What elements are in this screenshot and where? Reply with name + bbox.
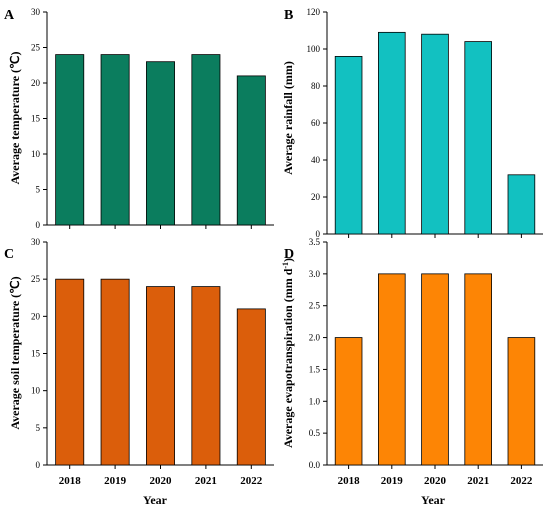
panel-c-bar	[236, 308, 266, 466]
panel-a-ytick-label: 30	[31, 7, 41, 17]
panel-c-xlabel: Year	[143, 493, 168, 507]
panel-a-bar	[55, 54, 85, 226]
panel-d-ytick-label: 1.0	[309, 396, 321, 406]
panel-d-ylabel-sup: -1	[281, 262, 290, 269]
panel-d-xtick-label: 2020	[424, 475, 447, 487]
panel-d-bar	[507, 337, 536, 466]
panel-a-ytick-label: 20	[31, 78, 41, 88]
panel-c-bar	[55, 278, 85, 466]
panel-b-ytick-label: 100	[307, 44, 321, 54]
panel-c: C Average soil temperature (℃) Year 0 5 10…	[4, 237, 274, 507]
panel-d-label: D	[284, 247, 294, 262]
panel-c-ytick-label: 20	[31, 311, 41, 321]
panel-d-bar	[464, 273, 492, 466]
panel-b-bar	[421, 33, 449, 235]
panel-c-ytick-label: 10	[31, 386, 41, 396]
panel-d-xlabel: Year	[421, 493, 446, 507]
panel-c-xtick-label: 2022	[240, 475, 263, 487]
panel-b-ytick-label: 120	[307, 7, 321, 17]
panel-b-bar	[378, 31, 406, 235]
panel-d-ylabel: Average evapotranspiration (mm d-1)	[281, 258, 296, 448]
panel-a-ytick-label: 25	[31, 43, 41, 53]
panel-c-ylabel: Average soil temperature (℃)	[8, 276, 22, 429]
panel-d-xtick-label: 2021	[467, 475, 489, 487]
panel-b-ytick-label: 60	[311, 118, 321, 128]
panel-c-ytick-label: 0	[36, 460, 41, 470]
panel-a-ytick-label: 10	[31, 149, 41, 159]
panel-c-bar	[191, 286, 221, 466]
panel-a-ytick-label: 15	[31, 114, 41, 124]
panel-a-bar	[236, 75, 266, 226]
panel-d-ytick-label: 0.5	[309, 428, 321, 438]
panel-d-ytick-label: 3.5	[309, 237, 321, 247]
panel-b: B Average rainfall (mm) 0 20 40 60 80 100 120	[281, 7, 543, 239]
panel-c-xtick-label: 2019	[104, 475, 127, 487]
panel-b-bar	[464, 41, 492, 235]
panel-b-ytick-label: 80	[311, 81, 321, 91]
panel-d-xtick-label: 2019	[381, 475, 404, 487]
panel-c-ytick-label: 30	[31, 237, 41, 247]
panel-c-ytick-label: 15	[31, 349, 41, 359]
panel-c-ytick-label: 25	[31, 274, 41, 284]
panel-a-label: A	[4, 8, 15, 23]
panel-c-bar	[100, 278, 130, 466]
panel-d-ytick-label: 0.0	[309, 460, 321, 470]
panel-c-label: C	[4, 247, 14, 262]
panel-d: D Average evapotranspiration (mm d-1) Ye…	[281, 237, 543, 507]
panel-c-xtick-label: 2021	[195, 475, 217, 487]
panel-a-bar	[146, 61, 175, 226]
panel-b-ytick-label: 40	[311, 155, 321, 165]
panel-d-bar	[421, 273, 449, 466]
panel-b-ylabel: Average rainfall (mm)	[281, 61, 295, 175]
panel-c-xtick-label: 2018	[59, 475, 82, 487]
panel-b-ytick-label: 20	[311, 192, 321, 202]
panel-d-xtick-label: 2022	[510, 475, 533, 487]
panel-c-ytick-label: 5	[36, 423, 41, 433]
panel-b-label: B	[284, 8, 293, 23]
panel-d-ylabel-main: Average evapotranspiration (mm d	[281, 268, 295, 448]
panel-d-xtick-label: 2018	[338, 475, 361, 487]
panel-c-xtick-label: 2020	[150, 475, 173, 487]
panel-b-ytick-label: 0	[316, 229, 321, 239]
panel-a: A Average temperature (℃) 0 5 10 15 20 25 30	[4, 7, 274, 230]
panel-a-ylabel: Average temperature (℃)	[8, 52, 22, 185]
panel-b-bar	[334, 56, 363, 235]
panel-d-ytick-label: 2.0	[309, 333, 321, 343]
panel-d-bar	[378, 273, 406, 466]
panel-d-ytick-label: 2.5	[309, 301, 321, 311]
panel-d-ytick-label: 1.5	[309, 364, 321, 374]
panel-c-bar	[146, 286, 175, 466]
panel-d-bar	[334, 337, 363, 466]
panel-a-bar	[191, 54, 221, 226]
panel-a-bar	[100, 54, 130, 226]
panel-a-ytick-label: 0	[36, 220, 41, 230]
panel-a-ytick-label: 5	[36, 185, 41, 195]
panel-d-ylabel-end: )	[281, 258, 295, 262]
panel-b-bar	[507, 174, 536, 235]
panel-d-ytick-label: 3.0	[309, 269, 321, 279]
